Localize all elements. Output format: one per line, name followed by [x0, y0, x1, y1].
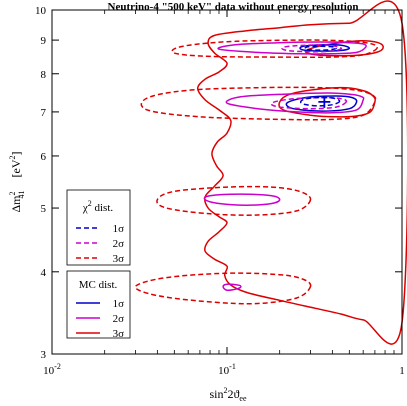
mc-2sigma-bottom [222, 283, 242, 292]
y-axis: 3 4 5 6 7 8 9 10 [35, 5, 402, 361]
y-tick-label: 10 [35, 5, 47, 17]
x-tick-label: 1 [399, 365, 405, 377]
mc-1sigma-top [299, 44, 351, 52]
legend-label: 1σ [113, 223, 125, 235]
chi2-2sigma-mid [270, 96, 348, 110]
mc-2sigma-low [203, 193, 281, 206]
chi2-3sigma-mid [140, 86, 377, 121]
y-tick-label: 6 [41, 151, 47, 163]
mc-2sigma-mid [225, 92, 365, 114]
x-axis-title: sin22ϑee [209, 386, 247, 403]
x-axis: 10-2 10-1 1 [43, 10, 405, 377]
mc-2sigma-top [217, 41, 367, 55]
chi2-3sigma-low [156, 185, 312, 216]
x-tick-label: 10-1 [218, 362, 236, 377]
contour-layer [134, 0, 407, 345]
legend-label: 1σ [113, 298, 125, 310]
legend-label: 2σ [113, 238, 125, 250]
mc-3sigma-mid-loop [278, 86, 376, 118]
chi2-2sigma-top [281, 44, 343, 53]
legend-label: 3σ [113, 253, 125, 265]
best-fit-marker [318, 95, 331, 108]
chi2-1sigma-mid [299, 96, 341, 107]
chi2-3sigma-top [171, 39, 378, 59]
legend-label: 2σ [113, 313, 125, 325]
mc-3sigma-boundary [196, 0, 407, 345]
chi2-1sigma-top [304, 45, 337, 51]
y-tick-label: 7 [41, 107, 47, 119]
mc-1sigma-mid [285, 95, 358, 112]
y-tick-label: 9 [41, 35, 47, 47]
legend-chi2-title: χ2 dist. [82, 199, 114, 214]
chi2-3sigma-bottom [134, 272, 312, 305]
legend-mc-title: MC dist. [79, 279, 118, 291]
legend-label: 3σ [113, 328, 125, 340]
y-axis-title: Δm241 [eV2] [8, 151, 26, 212]
legend-mc-box [66, 270, 131, 339]
y-tick-label: 3 [41, 349, 47, 361]
legend-chi2: χ2 dist. 1σ 2σ 3σ [66, 189, 131, 266]
y-tick-label: 4 [41, 267, 47, 279]
legend-mc: MC dist. 1σ 2σ 3σ [66, 270, 131, 340]
y-tick-label: 5 [41, 203, 47, 215]
x-tick-label: 10-2 [43, 362, 61, 377]
chart-title: Neutrino-4 "500 keV" data without energy… [108, 1, 359, 13]
y-tick-label: 8 [41, 69, 47, 81]
